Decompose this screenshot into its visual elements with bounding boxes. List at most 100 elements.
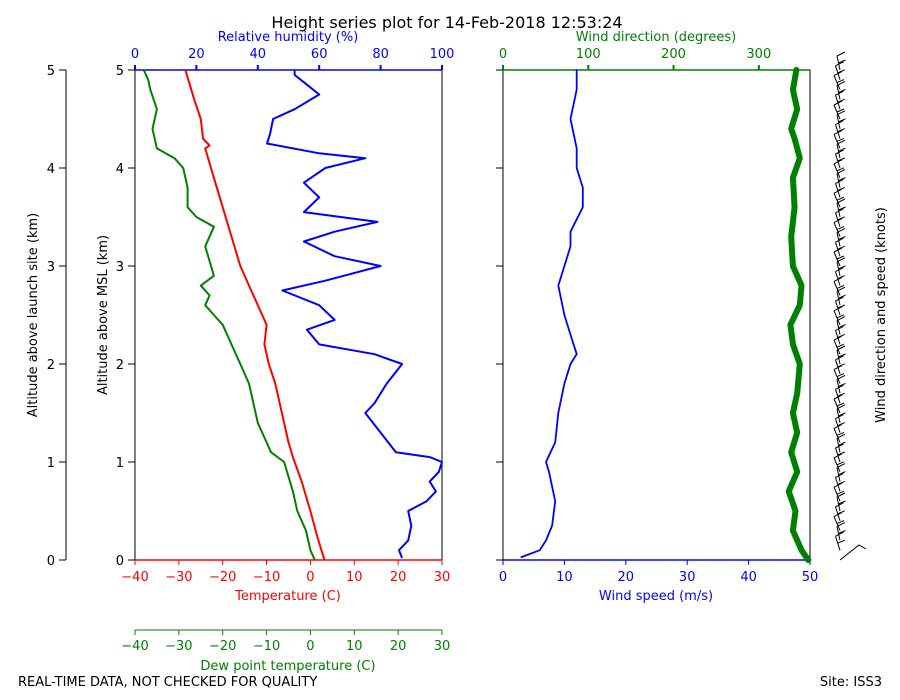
dewpoint-tick-label: 30: [434, 639, 451, 654]
wind-barb: [836, 492, 846, 512]
wind-speed-tick-label: 0: [499, 570, 507, 585]
wind-panel: 0 100 200 300 0 10 20 30 40 50 Wind direction (de…: [496, 30, 818, 604]
msl-altitude-tick: 1: [116, 456, 124, 471]
wind-barb: [833, 394, 845, 414]
wind-barb: [839, 544, 867, 561]
wind-speed-tick-label: 10: [556, 570, 573, 585]
wind-barb: [835, 267, 845, 286]
thermo-panel-frame: [134, 69, 443, 561]
wind-barb: [833, 188, 845, 208]
wind-barb: [835, 61, 845, 80]
msl-altitude-tick: 2: [116, 358, 124, 373]
wind-barb: [833, 335, 845, 355]
dewpoint-tick-label: −30: [165, 639, 192, 654]
wind-barb: [836, 433, 846, 453]
plot-title: Height series plot for 14-Feb-2018 12:53…: [271, 13, 622, 32]
wind-barb: [835, 208, 845, 227]
wind-barb: [835, 296, 845, 316]
msl-altitude-tick: 4: [116, 162, 124, 177]
wind-dir-tick-label: 200: [661, 47, 686, 62]
wind-dir-tick-label: 300: [746, 47, 771, 62]
outer-altitude-label: Altitude above launch site (km): [26, 213, 41, 417]
wind-barb: [833, 129, 845, 149]
wind-barb: [833, 423, 845, 443]
wind-barb: [836, 345, 846, 365]
msl-altitude-tick: 0: [116, 554, 124, 569]
wind-barb: [833, 100, 845, 120]
series-wind_speed: [520, 69, 584, 558]
series-wind_dir: [785, 67, 812, 563]
wind-dir-tick-label: 100: [576, 47, 601, 62]
rh-axis-label: Relative humidity (%): [218, 30, 359, 45]
wind-barb: [835, 149, 845, 169]
wind-barbs-label: Wind direction and speed (knots): [874, 207, 889, 423]
dewpoint-tick-label: 20: [390, 639, 407, 654]
wind-speed-axis-label: Wind speed (m/s): [599, 589, 713, 604]
wind-dir-tick-label: 0: [499, 47, 507, 62]
wind-barb: [835, 531, 845, 551]
wind-barb: [835, 355, 845, 374]
wind-barb: [836, 198, 846, 218]
wind-barb: [833, 306, 845, 325]
wind-barb: [833, 247, 845, 267]
temperature-tick-label: 10: [346, 570, 363, 585]
wind-speed-tick-label: 50: [802, 570, 819, 585]
temperature-tick-label: 30: [434, 570, 451, 585]
temperature-tick-label: −30: [165, 570, 192, 585]
wind-barb: [833, 512, 845, 531]
rh-tick-label: 20: [188, 47, 205, 62]
temperature-tick-label: −10: [253, 570, 280, 585]
wind-barb: [836, 51, 846, 71]
rh-tick-label: 100: [430, 47, 455, 62]
wind-barb: [835, 502, 845, 521]
dewpoint-tick-label: 10: [346, 639, 363, 654]
temperature-axis-label: Temperature (C): [234, 589, 341, 604]
wind-barb: [836, 374, 846, 394]
outer-altitude-tick: 2: [47, 358, 55, 373]
wind-barb: [833, 218, 845, 237]
wind-barb: [833, 482, 845, 502]
dewpoint-axis-label: Dew point temperature (C): [200, 659, 375, 674]
wind-barb: [833, 453, 845, 472]
wind-barb: [835, 120, 845, 139]
outer-altitude-tick: 3: [47, 260, 55, 275]
msl-altitude-tick: 3: [116, 260, 124, 275]
wind-barb: [835, 414, 845, 433]
temperature-tick-label: −40: [121, 570, 148, 585]
wind-speed-tick-label: 40: [740, 570, 757, 585]
wind-barb: [836, 257, 846, 276]
temperature-tick-label: 0: [306, 570, 314, 585]
outer-altitude-tick: 0: [47, 554, 55, 569]
wind-barb: [836, 80, 846, 100]
rh-tick-label: 40: [250, 47, 267, 62]
series-rh: [266, 70, 443, 559]
msl-altitude-tick: 5: [116, 64, 124, 79]
wind-dir-axis-label: Wind direction (degrees): [576, 30, 736, 45]
wind-barb: [836, 139, 846, 159]
msl-altitude-label: Altitude above MSL (km): [96, 235, 111, 395]
series-dewpoint: [142, 69, 316, 561]
wind-barb: [833, 365, 845, 384]
footer-quality-note: REAL-TIME DATA, NOT CHECKED FOR QUALITY: [18, 675, 317, 690]
dewpoint-tick-label: −10: [253, 639, 280, 654]
wind-barb: [833, 159, 845, 178]
wind-barb: [836, 286, 846, 306]
outer-altitude-axis: 0 1 2 3 4 5 Altitude above launch site (km): [26, 64, 67, 569]
series-temperature: [184, 69, 326, 561]
outer-altitude-tick: 5: [47, 64, 55, 79]
wind-barb: [836, 110, 846, 129]
wind-barb: [835, 325, 845, 345]
temperature-tick-label: −20: [209, 570, 236, 585]
wind-barb: [835, 472, 845, 492]
outer-altitude-tick: 1: [47, 456, 55, 471]
dewpoint-tick-label: −20: [209, 639, 236, 654]
footer-site: Site: ISS3: [820, 675, 882, 690]
wind-barb: [835, 237, 845, 257]
wind-barb: [835, 443, 845, 463]
temperature-tick-label: 20: [390, 570, 407, 585]
wind-barb: [833, 276, 845, 296]
wind-barb: [835, 90, 845, 110]
rh-tick-label: 60: [311, 47, 328, 62]
